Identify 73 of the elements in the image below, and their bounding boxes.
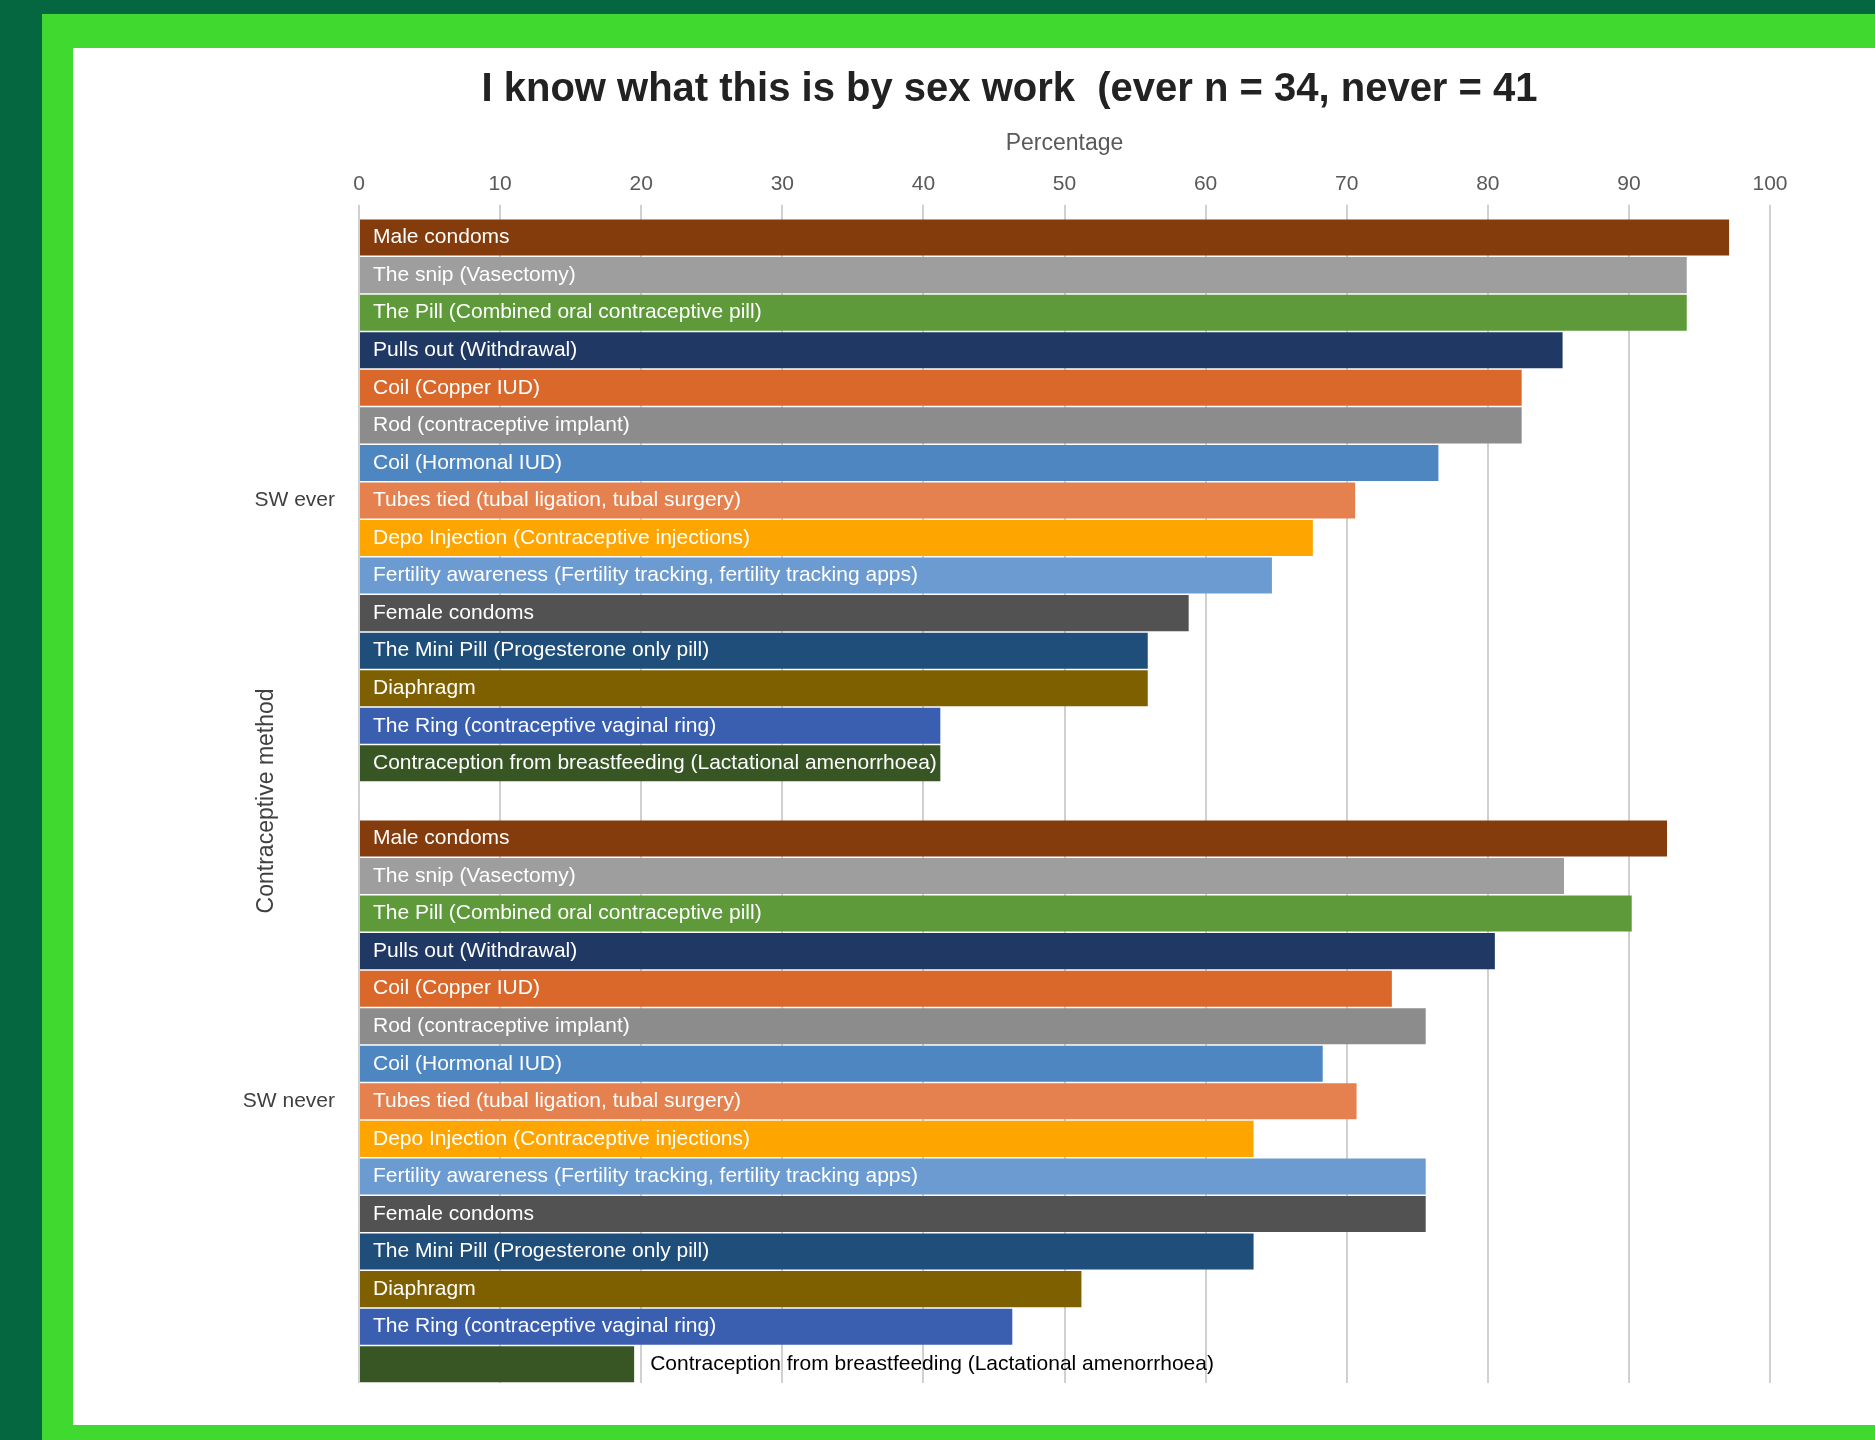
x-tick-label: 70 xyxy=(1335,171,1359,194)
bar xyxy=(360,1233,1254,1270)
bar xyxy=(360,1308,1013,1345)
bar xyxy=(360,595,1189,632)
bar xyxy=(360,1346,635,1383)
bar xyxy=(360,1271,1082,1308)
chart-title: I know what this is by sex work (ever n = 34, never = 41 xyxy=(481,65,1538,110)
y-tick-label: Contraception from breastfeeding (Lactational amenorrhoea) xyxy=(373,750,937,774)
x-tick-label: 80 xyxy=(1476,171,1500,194)
bar xyxy=(360,1195,1426,1233)
bar xyxy=(360,369,1522,406)
y-tick-label: Pulls out (Withdrawal) xyxy=(373,937,578,961)
bar xyxy=(360,1008,1426,1045)
bar xyxy=(360,482,1356,519)
y-tick-label: Male condoms xyxy=(373,224,510,248)
y-tick-label: Fertility awareness (Fertility tracking, fertility tracking apps) xyxy=(373,1163,918,1187)
y-tick-label: Contraception from breastfeeding (Lactational amenorrhoea) xyxy=(650,1351,1214,1375)
bar xyxy=(360,970,1392,1007)
y-tick-label: Tubes tied (tubal ligation, tubal surgery) xyxy=(373,487,742,511)
x-tick-label: 50 xyxy=(1052,171,1077,194)
y-tick-label: Female condoms xyxy=(373,1200,535,1224)
x-axis-title: Percentage xyxy=(1005,129,1124,156)
y-tick-label: Pulls out (Withdrawal) xyxy=(373,337,578,361)
bar xyxy=(360,632,1148,669)
y-axis-title: Contraceptive method xyxy=(252,688,279,914)
bar xyxy=(360,332,1563,369)
y-tick-label: The snip (Vasectomy) xyxy=(373,261,576,285)
bar xyxy=(360,1083,1357,1120)
x-tick-label: 100 xyxy=(1752,171,1788,194)
x-tick-label: 0 xyxy=(353,171,365,194)
y-tick-label: Tubes tied (tubal ligation, tubal surgery) xyxy=(373,1088,742,1112)
y-tick-label: Rod (contraceptive implant) xyxy=(373,1013,630,1037)
y-tick-label: The Pill (Combined oral contraceptive pill) xyxy=(373,900,762,924)
y-tick-label: Diaphragm xyxy=(373,1275,476,1299)
text: SW never xyxy=(242,1088,335,1112)
bar xyxy=(360,1120,1254,1157)
y-tick-label: Rod (contraceptive implant) xyxy=(373,412,630,436)
bar xyxy=(360,933,1495,970)
y-tick-label: The Mini Pill (Progesterone only pill) xyxy=(373,1238,710,1262)
y-tick-label: Coil (Hormonal IUD) xyxy=(373,449,563,473)
y-tick-label: The snip (Vasectomy) xyxy=(373,862,576,886)
y-tick-label: Depo Injection (Contraceptive injections) xyxy=(373,1125,751,1149)
bar xyxy=(360,294,1687,331)
bar xyxy=(360,219,1730,256)
y-tick-label: The Ring (contraceptive vaginal ring) xyxy=(373,712,717,736)
bar xyxy=(360,1045,1323,1082)
bar xyxy=(360,519,1313,557)
y-tick-label: Coil (Hormonal IUD) xyxy=(373,1050,563,1074)
y-tick-label: Coil (Copper IUD) xyxy=(373,975,540,999)
bar xyxy=(360,857,1564,895)
bar xyxy=(360,407,1522,444)
y-tick-label: Female condoms xyxy=(373,599,535,623)
bar xyxy=(360,444,1439,481)
bar xyxy=(360,1158,1426,1195)
bar xyxy=(360,257,1687,294)
x-tick-label: 10 xyxy=(488,171,512,194)
x-tick-label: 90 xyxy=(1617,171,1641,194)
y-tick-label: Coil (Copper IUD) xyxy=(373,374,540,398)
y-tick-label: Diaphragm xyxy=(373,675,476,699)
y-tick-label: The Ring (contraceptive vaginal ring) xyxy=(373,1313,717,1337)
x-tick-label: 40 xyxy=(911,171,936,194)
x-tick-label: 20 xyxy=(629,171,653,194)
y-tick-label: Fertility awareness (Fertility tracking, fertility tracking apps) xyxy=(373,562,918,586)
text: SW ever xyxy=(254,487,335,511)
y-tick-label: The Pill (Combined oral contraceptive pill) xyxy=(373,299,762,323)
y-tick-label: The Mini Pill (Progesterone only pill) xyxy=(373,637,710,661)
x-tick-label: 60 xyxy=(1193,171,1218,194)
bar xyxy=(360,895,1632,932)
x-tick-label: 30 xyxy=(770,171,794,194)
bar xyxy=(360,670,1148,707)
bar xyxy=(360,820,1667,857)
y-tick-label: Depo Injection (Contraceptive injections) xyxy=(373,524,751,548)
y-tick-label: Male condoms xyxy=(373,825,510,849)
